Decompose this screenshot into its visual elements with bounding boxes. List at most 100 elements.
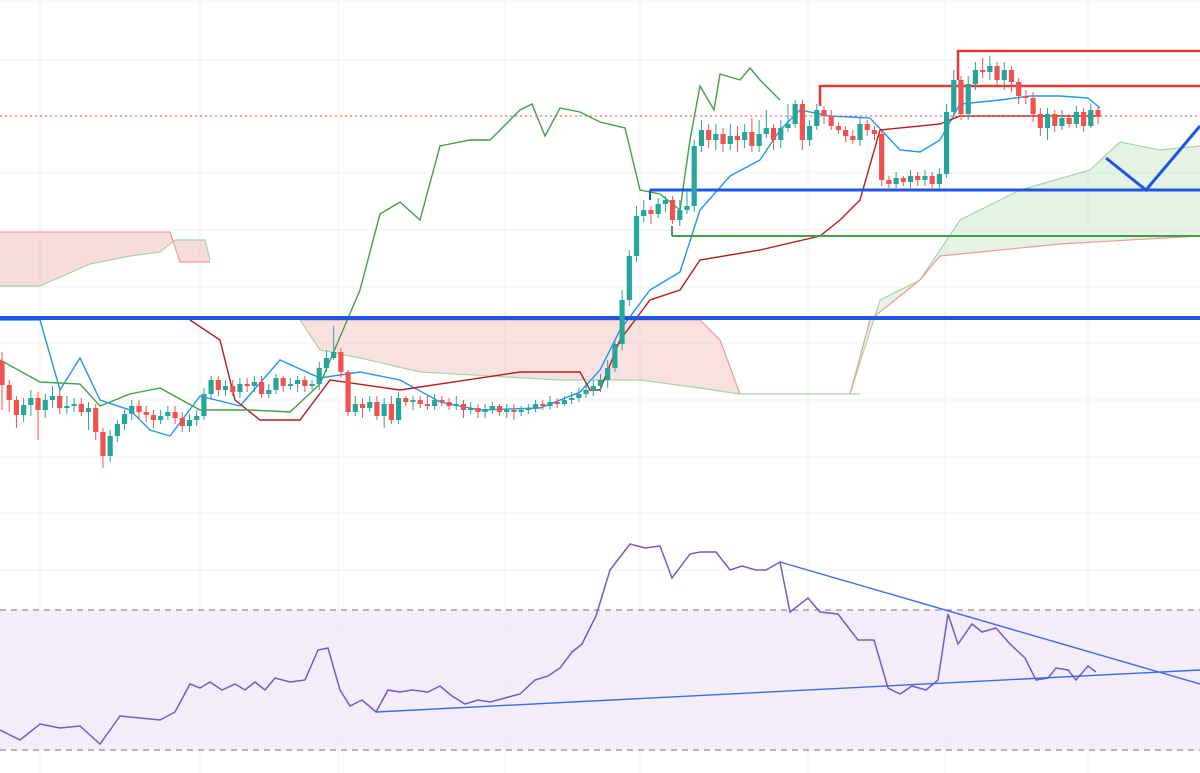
candle-body-136 bbox=[980, 70, 986, 72]
candle-body-109 bbox=[785, 124, 791, 128]
candle-body-115 bbox=[828, 116, 834, 126]
candle-body-151 bbox=[1088, 110, 1094, 126]
candle-body-75 bbox=[540, 404, 546, 406]
candle-body-13 bbox=[93, 408, 99, 432]
candle-body-14 bbox=[100, 432, 106, 456]
candle-body-107 bbox=[770, 128, 777, 140]
candle-body-132 bbox=[951, 80, 957, 112]
rsi-support-trend bbox=[375, 669, 1200, 713]
candle-body-105 bbox=[756, 134, 762, 146]
candle-body-113 bbox=[814, 110, 820, 126]
candle-body-147 bbox=[1059, 118, 1065, 126]
candle-body-128 bbox=[922, 176, 928, 180]
candle-body-119 bbox=[857, 124, 863, 140]
candle-body-148 bbox=[1066, 118, 1072, 124]
candle-body-2 bbox=[13, 400, 20, 415]
cloud-bear-1 bbox=[0, 232, 210, 286]
candle-body-68 bbox=[489, 406, 495, 410]
candle-body-137 bbox=[987, 66, 993, 72]
candle-body-150 bbox=[1080, 112, 1087, 126]
candle-body-11 bbox=[78, 404, 84, 412]
candle-body-3 bbox=[21, 405, 27, 415]
candle-body-135 bbox=[972, 70, 979, 84]
candle-body-34 bbox=[244, 384, 250, 386]
candle-body-46 bbox=[331, 352, 337, 358]
candle-body-80 bbox=[576, 394, 582, 398]
candle-body-30 bbox=[215, 380, 221, 390]
candle-body-104 bbox=[749, 132, 755, 146]
rsi-panel bbox=[0, 543, 1200, 746]
candle-body-12 bbox=[85, 408, 92, 412]
candle-body-50 bbox=[359, 404, 366, 408]
candle-body-58 bbox=[417, 400, 423, 404]
ichimoku-cloud bbox=[0, 141, 1200, 395]
candle-body-47 bbox=[338, 352, 344, 372]
candle-body-66 bbox=[475, 408, 481, 412]
candle-body-149 bbox=[1073, 112, 1079, 124]
candle-body-85 bbox=[612, 344, 618, 368]
candle-body-102 bbox=[734, 136, 741, 140]
candle-body-114 bbox=[821, 110, 827, 116]
candle-body-70 bbox=[504, 410, 510, 412]
candle-body-96 bbox=[691, 146, 697, 206]
candle-body-67 bbox=[482, 410, 488, 412]
candle-body-94 bbox=[677, 210, 683, 220]
conversion-line bbox=[0, 95, 1101, 437]
candle-body-42 bbox=[302, 380, 308, 386]
candle-body-73 bbox=[525, 408, 531, 410]
candle-body-144 bbox=[1037, 114, 1043, 128]
candle-body-44 bbox=[316, 368, 322, 384]
candle-body-122 bbox=[879, 134, 885, 180]
candle-body-101 bbox=[727, 136, 733, 144]
candle-body-59 bbox=[424, 404, 431, 406]
candle-body-126 bbox=[907, 176, 914, 182]
candle-body-74 bbox=[532, 404, 539, 408]
candle-body-37 bbox=[266, 390, 272, 394]
candle-body-20 bbox=[143, 412, 149, 415]
resistance-box-2 bbox=[956, 49, 1200, 80]
candle-body-26 bbox=[186, 420, 193, 426]
candle-body-62 bbox=[446, 402, 452, 406]
candle-body-79 bbox=[569, 398, 575, 400]
candle-body-152 bbox=[1095, 110, 1101, 116]
candle-body-110 bbox=[792, 104, 798, 124]
candle-body-7 bbox=[49, 396, 56, 400]
candle-body-4 bbox=[28, 398, 34, 405]
candle-body-40 bbox=[287, 384, 294, 386]
candle-body-71 bbox=[511, 410, 517, 412]
candle-body-45 bbox=[323, 358, 330, 368]
candle-body-87 bbox=[626, 256, 632, 300]
candle-body-88 bbox=[633, 216, 640, 256]
candle-body-112 bbox=[806, 126, 813, 140]
candle-body-99 bbox=[713, 134, 719, 140]
candles bbox=[0, 56, 1101, 468]
candle-body-17 bbox=[121, 414, 128, 424]
candle-body-77 bbox=[554, 402, 560, 404]
indicator-lines bbox=[0, 66, 1101, 437]
candle-body-6 bbox=[42, 400, 48, 410]
candle-body-9 bbox=[64, 406, 70, 408]
candle-body-15 bbox=[107, 436, 113, 456]
candle-body-143 bbox=[1030, 98, 1036, 114]
horizontal-levels[interactable] bbox=[0, 49, 1200, 320]
candle-body-89 bbox=[641, 210, 647, 216]
candle-body-86 bbox=[619, 300, 625, 344]
candle-body-131 bbox=[943, 112, 950, 174]
candle-body-48 bbox=[345, 372, 351, 412]
candle-body-72 bbox=[518, 410, 524, 412]
candle-body-38 bbox=[273, 378, 279, 390]
candle-body-5 bbox=[35, 398, 41, 410]
candle-body-43 bbox=[309, 384, 315, 386]
cloud-bear-2 bbox=[300, 320, 740, 394]
candle-body-103 bbox=[742, 132, 748, 140]
candle-body-95 bbox=[684, 206, 690, 210]
candle-body-118 bbox=[850, 136, 856, 140]
candle-body-64 bbox=[460, 404, 467, 410]
candle-body-35 bbox=[251, 382, 257, 386]
candle-body-146 bbox=[1052, 114, 1058, 126]
candle-body-120 bbox=[864, 124, 870, 130]
candle-body-39 bbox=[280, 378, 286, 386]
candle-body-145 bbox=[1044, 114, 1051, 128]
